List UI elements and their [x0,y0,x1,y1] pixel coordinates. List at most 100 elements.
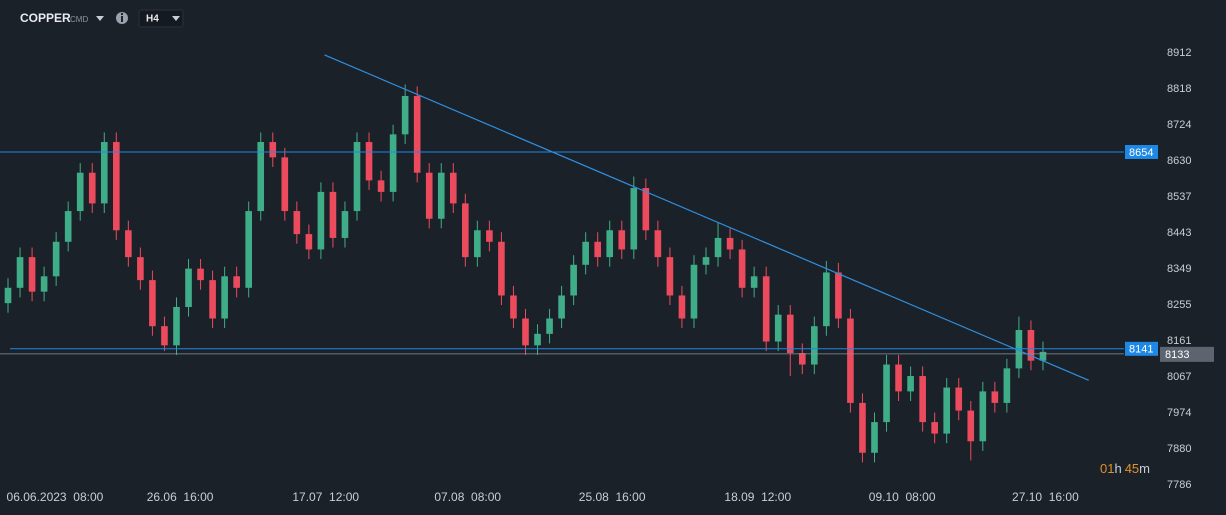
candle-body [40,276,48,292]
candle-body [750,276,758,288]
candle-body [546,318,553,334]
price-level-tag [1125,144,1158,159]
x-tick-label: 18.09 12:00 [724,490,791,504]
candle-body [125,230,132,258]
x-tick-label: 06.06.2023 08:00 [7,490,104,504]
candle-body [365,142,373,181]
candle-body [666,257,674,296]
y-tick-label: 7974 [1167,407,1191,419]
timeframe: H4 [146,14,159,25]
candle-body [919,376,926,423]
candle-body [606,230,614,258]
y-tick-label: 7786 [1167,479,1191,491]
candle-body [931,422,938,434]
candle-body [558,295,565,319]
current-price-label: 8133 [1165,349,1189,361]
symbol[interactable]: COPPER [20,11,71,25]
timeframe-dropdown [172,16,180,21]
candle-body [678,295,686,319]
y-tick-label: 7880 [1167,443,1191,455]
candle-body [979,391,987,442]
candle-body [883,364,890,423]
price-level-tag [1125,341,1158,356]
candle-body [474,230,481,258]
candle-body [329,191,337,238]
candle-body [1003,368,1011,403]
candle-body [341,211,349,238]
candle-body [88,172,96,204]
candle-body [738,249,746,288]
candle-body [726,237,734,250]
candle-body [570,264,577,296]
candle-body [100,142,108,204]
candle-body [161,326,168,346]
candle-body [847,318,854,403]
candle-body [618,230,626,250]
candle-body [594,241,602,258]
x-tick-label: 07.08 08:00 [434,490,501,504]
candle-body [835,272,842,319]
candle-body [209,280,216,319]
candle-body [113,142,120,231]
candle-body [64,211,72,242]
candle-body [871,422,878,453]
candle-body [823,272,830,327]
y-tick-label: 8161 [1167,335,1191,347]
x-tick-label: 09.10 08:00 [869,490,936,504]
y-tick-label: 8067 [1167,371,1191,383]
candle-body [149,280,156,327]
candle-body [449,172,457,204]
candles [4,84,1047,463]
y-tick-label: 8912 [1167,47,1191,59]
candle-body [811,326,818,365]
timeframe-select[interactable] [138,9,184,28]
candle-body [233,276,240,288]
current-price-tag [1160,346,1214,362]
candle-body [377,180,385,192]
candle-body [317,191,325,250]
candle-body [486,230,493,242]
candle-body [702,257,710,265]
y-tick-label: 8818 [1167,83,1191,95]
candle-body [642,188,650,231]
candle-body [185,268,192,307]
candle-body [401,95,409,135]
candle-body [389,134,397,192]
y-tick-label: 8537 [1167,191,1191,203]
candle-body [534,333,541,346]
candle-body [510,295,517,319]
candle-body [76,172,84,212]
candle-body [798,353,806,365]
candle-body [437,172,445,219]
candle-body [774,314,782,342]
candle-body [582,241,589,265]
x-tick-label: 25.08 16:00 [579,490,646,504]
candle-body [425,172,433,219]
candle-body [245,211,253,288]
candle-body [28,257,36,292]
candle-body [907,376,914,392]
candle-body [257,142,265,212]
candle-body [955,387,963,411]
candle-body [895,364,902,392]
candle-body [173,306,180,346]
candle-body [522,318,529,346]
candle-body [943,387,951,434]
candle-body [1039,351,1047,361]
trendline [324,54,1089,381]
info-icon-glyph [121,13,123,15]
y-tick-label: 8255 [1167,299,1191,311]
y-tick-label: 8724 [1167,119,1191,131]
candle-body [281,157,289,212]
symbol-dropdown[interactable] [96,16,104,21]
symbol-tag: CMD [70,15,88,24]
candle-body [462,203,469,258]
x-tick-label: 26.06 16:00 [147,490,214,504]
candle-body [498,241,505,296]
price-level-label: 8141 [1129,344,1153,356]
candle-body [413,95,421,173]
y-tick-label: 8443 [1167,227,1191,239]
candle-body [762,276,770,342]
candle-body [197,268,204,281]
